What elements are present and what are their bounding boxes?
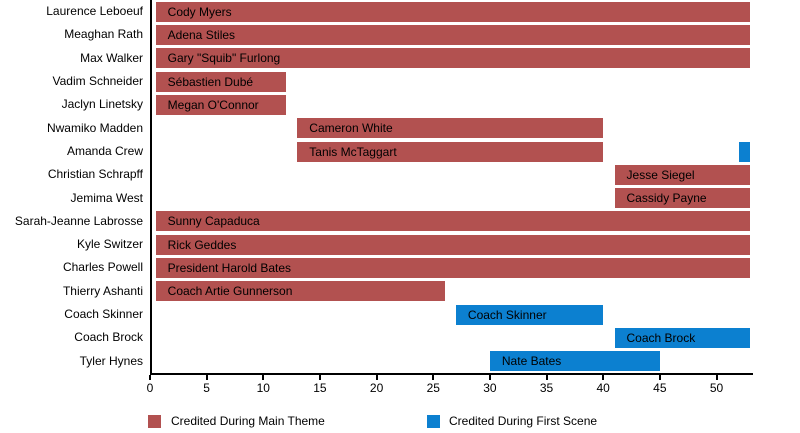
bar-segment-first_scene: Coach Brock: [614, 328, 751, 349]
y-axis-label: Amanda Crew: [66, 143, 143, 158]
x-axis-tick: [205, 375, 208, 380]
x-axis-tick: [715, 375, 718, 380]
bar-segment-main_theme: Sunny Capaduca: [155, 211, 751, 232]
x-axis-line: [150, 373, 753, 375]
x-axis-tick-label: 25: [426, 381, 440, 395]
y-axis-label: Thierry Ashanti: [62, 283, 143, 298]
bar-label: Megan O'Connor: [167, 97, 259, 112]
bar-label: Coach Skinner: [467, 307, 547, 322]
bar-segment-main_theme: Coach Artie Gunnerson: [155, 281, 445, 302]
y-axis-label: Vadim Schneider: [52, 73, 144, 88]
bar-label: Cameron White: [309, 121, 393, 136]
y-axis-label: Max Walker: [80, 50, 143, 65]
bar-label: President Harold Bates: [167, 261, 292, 276]
y-axis-label: Coach Brock: [74, 330, 143, 345]
bar-label: Gary "Squib" Furlong: [167, 51, 281, 66]
bar-segment-main_theme: Cassidy Payne: [614, 188, 751, 209]
bar-label: Coach Artie Gunnerson: [167, 284, 293, 299]
bar-segment-main_theme: Cody Myers: [155, 1, 751, 22]
x-axis-tick-label: 10: [256, 381, 270, 395]
bar-label: Tanis McTaggart: [309, 144, 397, 159]
bar-label: Nate Bates: [501, 354, 562, 369]
bar-segment-first_scene: Coach Skinner: [455, 304, 604, 325]
y-axis-label: Christian Schrapff: [47, 167, 143, 182]
x-axis-tick: [602, 375, 605, 380]
x-axis-tick-label: 5: [203, 381, 210, 395]
y-axis-line: [150, 0, 152, 375]
x-axis-tick-label: 30: [483, 381, 497, 395]
bar-label: Coach Brock: [626, 331, 696, 346]
y-axis-label: Charles Powell: [62, 260, 143, 275]
bar-segment-first_scene: [739, 141, 751, 162]
legend-label-main-theme: Credited During Main Theme: [171, 414, 325, 428]
x-axis-tick-label: 15: [313, 381, 327, 395]
x-axis-tick-label: 0: [146, 381, 154, 395]
bar-label: Rick Geddes: [167, 237, 237, 252]
x-axis-tick: [488, 375, 491, 380]
bar-segment-main_theme: Sébastien Dubé: [155, 71, 286, 92]
y-axis-label: Sarah-Jeanne Labrosse: [14, 213, 143, 228]
y-axis-label: Laurence Leboeuf: [46, 4, 143, 18]
bar-segment-main_theme: President Harold Bates: [155, 258, 751, 279]
legend-swatch-first-scene: [427, 415, 440, 428]
x-axis-tick: [545, 375, 548, 380]
x-axis-tick: [318, 375, 321, 380]
bar-segment-main_theme: Jesse Siegel: [614, 164, 751, 185]
legend-swatch-main-theme: [148, 415, 161, 428]
x-axis-tick: [432, 375, 435, 380]
x-axis-tick-label: 50: [709, 381, 724, 395]
x-axis-tick-label: 45: [653, 381, 667, 395]
x-axis-tick-label: 20: [369, 381, 384, 395]
bar-segment-main_theme: Megan O'Connor: [155, 94, 286, 115]
bar-label: Cassidy Payne: [626, 191, 707, 206]
y-axis-label: Jaclyn Linetsky: [61, 97, 143, 112]
x-axis-tick: [658, 375, 661, 380]
x-axis-tick-label: 35: [539, 381, 554, 395]
bar-segment-main_theme: Tanis McTaggart: [297, 141, 604, 162]
y-axis-label: Tyler Hynes: [79, 353, 143, 368]
bar-segment-main_theme: Gary "Squib" Furlong: [155, 48, 751, 69]
bar-segment-main_theme: Rick Geddes: [155, 234, 751, 255]
x-axis-tick-label: 40: [596, 381, 610, 395]
bar-label: Adena Stiles: [167, 27, 236, 42]
legend-label-first-scene: Credited During First Scene: [449, 414, 598, 428]
y-axis-label: Coach Skinner: [64, 307, 143, 322]
bar-segment-first_scene: Nate Bates: [489, 351, 660, 372]
x-axis-tick: [262, 375, 265, 380]
legend: Credited During Main Theme Credited Duri…: [0, 414, 800, 430]
bar-label: Sébastien Dubé: [167, 74, 254, 89]
x-axis-tick: [149, 375, 151, 380]
x-axis-tick: [375, 375, 378, 380]
bar-label: Jesse Siegel: [626, 167, 695, 182]
y-axis-label: Kyle Switzer: [76, 237, 143, 252]
bar-segment-main_theme: Cameron White: [297, 118, 604, 139]
y-axis-label: Jemima West: [70, 190, 143, 205]
bar-label: Sunny Capaduca: [167, 214, 260, 229]
bar-segment-main_theme: Adena Stiles: [155, 24, 751, 45]
y-axis-label: Meaghan Rath: [64, 27, 143, 42]
bar-label: Cody Myers: [167, 4, 232, 19]
y-axis-label: Nwamiko Madden: [46, 120, 143, 135]
